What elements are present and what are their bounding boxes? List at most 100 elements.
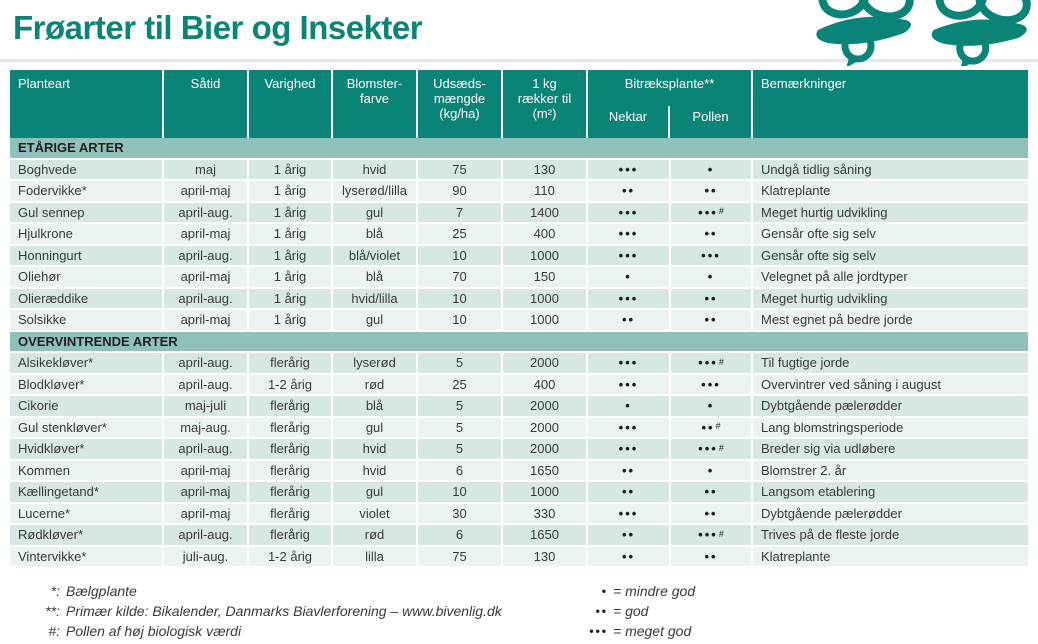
legend-item-meget-god: ••• = meget god: [518, 621, 695, 641]
cell-varighed: flerårig: [249, 417, 333, 437]
cell-nektar: •••: [588, 159, 671, 179]
column-header-bitraeksplante: Bitræksplante** Nektar Pollen: [588, 70, 753, 138]
nektar-rating-dots: •••: [618, 441, 639, 457]
cell-blomsterfarve: hvid: [333, 460, 418, 480]
cell-nektar: •••: [588, 503, 671, 523]
pollen-rating-dots: ••: [704, 505, 718, 521]
nektar-rating-dots: ••: [621, 183, 636, 199]
cell-saatid: maj-aug.: [164, 417, 249, 437]
cell-pollen: •: [671, 159, 753, 179]
footnote-symbol: **:: [45, 603, 60, 619]
cell-raekker-til: 130: [503, 159, 588, 179]
cell-planteart: Alsikekløver*: [10, 353, 164, 373]
cell-udsaedsmaengde: 10: [418, 288, 503, 308]
cell-planteart: Kællingetand*: [10, 482, 164, 502]
cell-bemaerkninger: Gensår ofte sig selv: [753, 245, 1028, 265]
table-row: Gul stenkløver* maj-aug. flerårig gul 5 2000 •…: [10, 417, 1028, 439]
cell-udsaedsmaengde: 75: [418, 159, 503, 179]
cell-planteart: Oliehør: [10, 267, 164, 287]
table-row: Hvidkløver* april-aug. flerårig hvid 5 2000 ••…: [10, 439, 1028, 461]
table-row: Alsikekløver* april-aug. flerårig lyserød 5 2…: [10, 353, 1028, 375]
legend-item-god: •• = god: [518, 601, 695, 621]
cell-pollen: ••: [671, 503, 753, 523]
species-table: Planteart Såtid Varighed Blomster- farve…: [10, 70, 1028, 568]
cell-blomsterfarve: rød: [333, 374, 418, 394]
nektar-rating-dots: •••: [618, 161, 639, 177]
cell-udsaedsmaengde: 10: [418, 245, 503, 265]
pollen-rating-dots: •: [707, 161, 715, 177]
cell-raekker-til: 1650: [503, 525, 588, 545]
pollen-rating-dots: •••: [698, 355, 718, 371]
table-row: Blodkløver* april-aug. 1-2 årig rød 25 400 •••…: [10, 374, 1028, 396]
nektar-rating-dots: •: [625, 269, 632, 285]
cell-saatid: april-maj: [164, 181, 249, 201]
cell-saatid: juli-aug.: [164, 546, 249, 566]
cell-saatid: april-aug.: [164, 374, 249, 394]
cell-nektar: ••: [588, 181, 671, 201]
cell-pollen: ••• #: [671, 439, 753, 459]
footnote-text: Primær kilde: Bikalender, Danmarks Biavl…: [66, 603, 502, 619]
pollen-quality-note: #: [718, 356, 724, 367]
cell-blomsterfarve: rød: [333, 525, 418, 545]
nektar-rating-dots: •••: [618, 376, 639, 392]
cell-planteart: Hjulkrone: [10, 224, 164, 244]
cell-raekker-til: 330: [503, 503, 588, 523]
footnote-pollen: #: Pollen af høj biologisk værdi: [6, 621, 502, 641]
cell-saatid: april-aug.: [164, 353, 249, 373]
nektar-rating-dots: ••: [621, 462, 636, 478]
cell-planteart: Boghvede: [10, 159, 164, 179]
cell-blomsterfarve: gul: [333, 310, 418, 330]
cell-bemaerkninger: Overvintrer ved såning i august: [753, 374, 1028, 394]
cell-bemaerkninger: Dybtgående pælerødder: [753, 396, 1028, 416]
bitraeksplante-subcolumns: Nektar Pollen: [588, 106, 751, 138]
cell-saatid: april-maj: [164, 460, 249, 480]
pollen-rating-dots: •••: [698, 527, 718, 543]
pollen-rating-dots: ••: [704, 183, 718, 199]
pollen-rating-dots: •: [707, 462, 715, 478]
cell-raekker-til: 1000: [503, 310, 588, 330]
cell-blomsterfarve: blå: [333, 224, 418, 244]
cell-nektar: ••: [588, 460, 671, 480]
cell-blomsterfarve: gul: [333, 202, 418, 222]
cell-blomsterfarve: hvid: [333, 439, 418, 459]
pollen-rating-dots: ••: [704, 548, 718, 564]
cell-planteart: Rødkløver*: [10, 525, 164, 545]
cell-nektar: •••: [588, 245, 671, 265]
cell-blomsterfarve: gul: [333, 417, 418, 437]
cell-pollen: ••• #: [671, 525, 753, 545]
cell-pollen: ••: [671, 288, 753, 308]
cell-blomsterfarve: gul: [333, 482, 418, 502]
table-row: Fodervikke* april-maj 1 årig lyserød/lilla 9…: [10, 181, 1028, 203]
cell-bemaerkninger: Dybtgående pælerødder: [753, 503, 1028, 523]
pollen-rating-dots: ••: [704, 484, 718, 500]
cell-blomsterfarve: blå: [333, 396, 418, 416]
cell-planteart: Olieræddike: [10, 288, 164, 308]
cell-saatid: april-maj: [164, 267, 249, 287]
cell-udsaedsmaengde: 5: [418, 353, 503, 373]
cell-planteart: Hvidkløver*: [10, 439, 164, 459]
footnote-baelgplante: *: Bælgplante: [6, 581, 502, 601]
cell-udsaedsmaengde: 5: [418, 439, 503, 459]
cell-varighed: 1 årig: [249, 288, 333, 308]
cell-pollen: ••: [671, 310, 753, 330]
cell-bemaerkninger: Langsom etablering: [753, 482, 1028, 502]
footnote-text: Bælgplante: [66, 583, 137, 599]
cell-nektar: •••: [588, 202, 671, 222]
cell-bemaerkninger: Blomstrer 2. år: [753, 460, 1028, 480]
cell-blomsterfarve: lyserød/lilla: [333, 181, 418, 201]
cell-nektar: •••: [588, 224, 671, 244]
cell-raekker-til: 2000: [503, 417, 588, 437]
table-row: Lucerne* april-maj flerårig violet 30 330 ••• •…: [10, 503, 1028, 525]
table-body: ETÅRIGE ARTER Boghvede maj 1 årig hvid 75 130 •…: [10, 138, 1028, 568]
cell-planteart: Lucerne*: [10, 503, 164, 523]
table-row: Kællingetand* april-maj flerårig gul 10 1000 •…: [10, 482, 1028, 504]
cell-pollen: ••: [671, 181, 753, 201]
cell-varighed: flerårig: [249, 439, 333, 459]
cell-raekker-til: 1000: [503, 482, 588, 502]
cell-raekker-til: 1000: [503, 288, 588, 308]
cell-planteart: Vintervikke*: [10, 546, 164, 566]
cell-saatid: april-aug.: [164, 288, 249, 308]
cell-udsaedsmaengde: 25: [418, 374, 503, 394]
cell-nektar: •: [588, 396, 671, 416]
cell-blomsterfarve: violet: [333, 503, 418, 523]
